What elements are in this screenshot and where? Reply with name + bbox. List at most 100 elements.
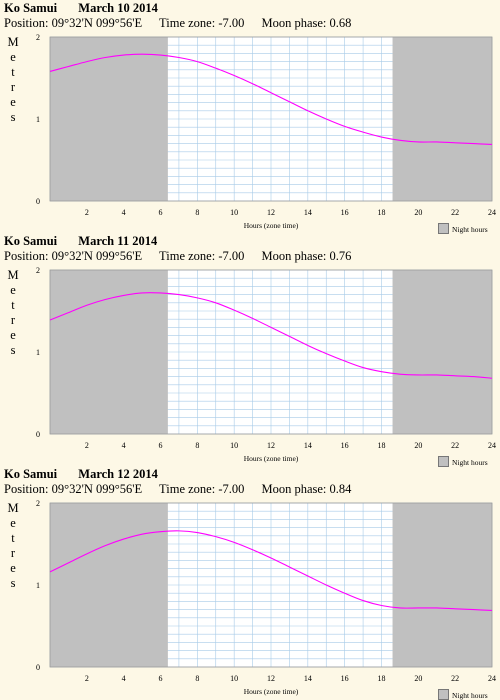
plot-border <box>49 269 493 435</box>
x-tick-label: 22 <box>451 441 459 450</box>
chart-title: Ko Samui March 10 2014 <box>4 1 158 16</box>
legend-label: Night hours <box>452 225 488 234</box>
night-hours-band <box>50 270 168 434</box>
night-hours-band <box>392 37 492 201</box>
x-tick-label: 20 <box>414 441 422 450</box>
x-tick-label: 4 <box>122 208 126 217</box>
y-axis-label-letter: M <box>7 268 19 282</box>
x-tick-label: 18 <box>378 674 386 683</box>
chart-info: Position: 09°32'N 099°56'E Time zone: -7… <box>4 482 351 497</box>
moon-phase-label: Moon phase: <box>261 16 327 30</box>
y-axis-label-letter: e <box>10 328 16 342</box>
x-tick-label: 2 <box>85 208 89 217</box>
night-hours-band <box>392 503 492 667</box>
y-axis-label-letter: t <box>11 531 15 545</box>
timezone-value: -7.00 <box>218 482 245 496</box>
location-name: Ko Samui <box>4 234 58 248</box>
tide-curve <box>49 530 493 611</box>
y-axis-label-letter: e <box>10 50 16 64</box>
tide-panel-1: Ko Samui March 10 2014 Position: 09°32'N… <box>0 0 500 234</box>
timezone-value: -7.00 <box>218 16 245 30</box>
moon-phase-value: 0.76 <box>329 249 352 263</box>
location-name: Ko Samui <box>4 1 58 15</box>
x-tick-label: 22 <box>451 674 459 683</box>
x-tick-label: 20 <box>414 208 422 217</box>
x-tick-label: 6 <box>159 674 163 683</box>
x-tick-label: 8 <box>195 208 199 217</box>
tide-curve <box>49 292 493 379</box>
x-tick-label: 10 <box>230 674 238 683</box>
position-value: 09°32'N 099°56'E <box>51 482 143 496</box>
y-axis-label-letter: e <box>10 516 16 530</box>
chart-info: Position: 09°32'N 099°56'E Time zone: -7… <box>4 16 351 31</box>
tide-panel-2: Ko Samui March 11 2014 Position: 09°32'N… <box>0 233 500 467</box>
position-value: 09°32'N 099°56'E <box>51 16 143 30</box>
y-axis-label-letter: e <box>10 283 16 297</box>
x-tick-label: 24 <box>488 441 496 450</box>
position-label: Position: <box>4 249 49 263</box>
x-tick-label: 10 <box>230 441 238 450</box>
x-tick-label: 16 <box>341 674 349 683</box>
position-label: Position: <box>4 16 49 30</box>
chart-date: March 11 2014 <box>78 234 158 248</box>
legend: Night hours <box>438 456 488 467</box>
night-hours-band <box>50 37 168 201</box>
y-axis-label-letter: s <box>10 576 16 590</box>
y-tick-label: 2 <box>36 266 40 275</box>
timezone-label: Time zone: <box>159 16 216 30</box>
plot-border <box>49 36 493 202</box>
x-tick-label: 16 <box>341 208 349 217</box>
chart-title: Ko Samui March 12 2014 <box>4 467 158 482</box>
chart-date: March 10 2014 <box>78 1 158 15</box>
y-axis-label-letter: s <box>10 343 16 357</box>
y-tick-label: 1 <box>36 581 40 590</box>
y-axis-label-letter: M <box>7 501 19 515</box>
x-tick-label: 18 <box>378 441 386 450</box>
y-tick-label: 0 <box>36 430 40 439</box>
position-label: Position: <box>4 482 49 496</box>
night-hours-swatch <box>438 456 449 467</box>
x-tick-label: 24 <box>488 674 496 683</box>
timezone-label: Time zone: <box>159 482 216 496</box>
plot-border <box>49 502 493 668</box>
x-tick-label: 12 <box>267 674 275 683</box>
x-tick-label: 24 <box>488 208 496 217</box>
x-axis-label: Hours (zone time) <box>244 221 299 230</box>
moon-phase-value: 0.84 <box>329 482 352 496</box>
night-hours-swatch <box>438 689 449 700</box>
y-axis-label-letter: r <box>10 313 16 327</box>
moon-phase-label: Moon phase: <box>261 482 327 496</box>
legend-label: Night hours <box>452 458 488 467</box>
x-tick-label: 6 <box>159 441 163 450</box>
x-tick-label: 12 <box>267 441 275 450</box>
x-tick-label: 2 <box>85 674 89 683</box>
y-tick-label: 1 <box>36 115 40 124</box>
x-tick-label: 4 <box>122 674 126 683</box>
x-tick-label: 16 <box>341 441 349 450</box>
x-axis-label: Hours (zone time) <box>244 454 299 463</box>
x-tick-label: 14 <box>304 674 312 683</box>
night-hours-swatch <box>438 223 449 234</box>
location-name: Ko Samui <box>4 467 58 481</box>
x-tick-label: 10 <box>230 208 238 217</box>
position-value: 09°32'N 099°56'E <box>51 249 143 263</box>
y-axis-label-letter: s <box>10 110 16 124</box>
y-tick-label: 2 <box>36 33 40 42</box>
x-tick-label: 14 <box>304 441 312 450</box>
timezone-label: Time zone: <box>159 249 216 263</box>
x-tick-label: 14 <box>304 208 312 217</box>
legend-label: Night hours <box>452 691 488 700</box>
y-tick-label: 0 <box>36 197 40 206</box>
moon-phase-label: Moon phase: <box>261 249 327 263</box>
chart-title: Ko Samui March 11 2014 <box>4 234 157 249</box>
x-tick-label: 22 <box>451 208 459 217</box>
x-tick-label: 6 <box>159 208 163 217</box>
x-tick-label: 8 <box>195 441 199 450</box>
y-axis-label-letter: r <box>10 546 16 560</box>
night-hours-band <box>392 270 492 434</box>
